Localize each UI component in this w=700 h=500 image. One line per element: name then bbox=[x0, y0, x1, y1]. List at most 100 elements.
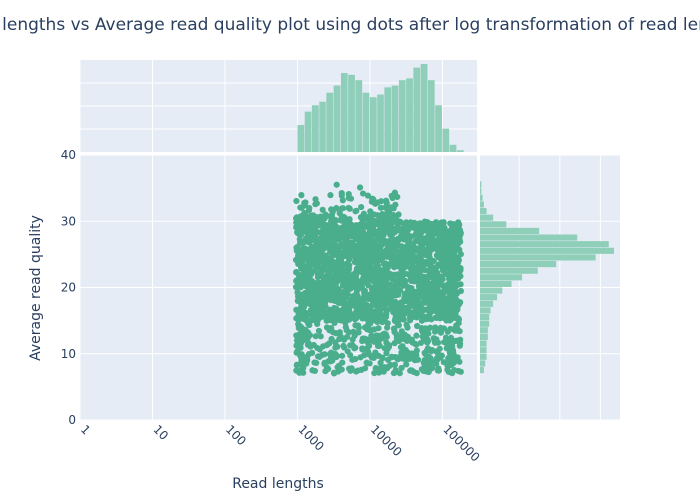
scatter-point bbox=[411, 253, 418, 260]
right-histogram-bar bbox=[480, 221, 507, 228]
right-histogram-bar bbox=[480, 241, 609, 248]
scatter-point bbox=[445, 356, 452, 363]
top-histogram-bar bbox=[391, 85, 399, 152]
scatter-point bbox=[447, 272, 454, 279]
scatter-point bbox=[418, 310, 425, 317]
scatter-point bbox=[416, 302, 424, 309]
scatter-point bbox=[299, 333, 306, 340]
top-histogram-bar bbox=[297, 125, 305, 152]
scatter-point bbox=[414, 356, 422, 363]
y-tick-label: 30 bbox=[61, 214, 76, 228]
scatter-point bbox=[417, 339, 425, 347]
scatter-point bbox=[424, 345, 431, 352]
scatter-point bbox=[301, 270, 308, 277]
scatter-point bbox=[342, 324, 349, 331]
scatter-point bbox=[380, 280, 387, 288]
top-histogram-bar bbox=[362, 92, 370, 152]
scatter-point bbox=[333, 353, 341, 360]
scatter-point bbox=[352, 208, 359, 215]
right-histogram-bar bbox=[480, 300, 494, 307]
scatter-point bbox=[433, 230, 440, 237]
scatter-points bbox=[292, 181, 465, 377]
x-tick-label: 1000 bbox=[295, 422, 326, 453]
scatter-point bbox=[306, 204, 313, 212]
scatter-point bbox=[305, 260, 312, 267]
scatter-point bbox=[328, 297, 335, 304]
scatter-point bbox=[374, 283, 381, 290]
scatter-point bbox=[333, 181, 340, 188]
scatter-point bbox=[299, 228, 307, 236]
scatter-point bbox=[318, 245, 325, 253]
scatter-point bbox=[424, 282, 431, 289]
scatter-point bbox=[302, 212, 309, 220]
scatter-point bbox=[409, 275, 416, 282]
scatter-point bbox=[331, 316, 339, 324]
scatter-point bbox=[422, 252, 429, 259]
scatter-point bbox=[407, 219, 414, 226]
scatter-point bbox=[406, 304, 413, 311]
scatter-point bbox=[370, 231, 377, 238]
right-histogram-bar bbox=[480, 287, 503, 294]
scatter-point bbox=[435, 365, 442, 372]
scatter-point bbox=[332, 261, 340, 268]
y-tick-label: 10 bbox=[61, 347, 76, 361]
scatter-point bbox=[372, 221, 379, 228]
scatter-point bbox=[448, 253, 455, 260]
scatter-point bbox=[454, 298, 461, 305]
scatter-point bbox=[304, 231, 312, 238]
scatter-point bbox=[431, 221, 438, 228]
scatter-point bbox=[362, 215, 369, 222]
scatter-point bbox=[295, 316, 302, 324]
scatter-point bbox=[408, 350, 415, 357]
scatter-point bbox=[348, 284, 355, 291]
scatter-point bbox=[379, 303, 386, 311]
scatter-point bbox=[451, 366, 458, 374]
scatter-point bbox=[449, 314, 456, 321]
scatter-point bbox=[377, 359, 384, 366]
top-histogram-bar bbox=[449, 144, 457, 152]
scatter-point bbox=[385, 343, 393, 351]
top-histogram-bar bbox=[398, 80, 406, 152]
scatter-point bbox=[293, 197, 300, 205]
scatter-point bbox=[296, 369, 303, 376]
scatter-point bbox=[337, 217, 344, 224]
scatter-point bbox=[329, 357, 336, 364]
scatter-point bbox=[370, 299, 377, 306]
right-histogram-bar bbox=[480, 360, 486, 367]
scatter-point bbox=[387, 361, 394, 369]
scatter-point bbox=[294, 244, 301, 251]
scatter-point bbox=[306, 321, 313, 329]
scatter-point bbox=[325, 241, 333, 249]
scatter-point bbox=[329, 232, 336, 239]
top-histogram-bar bbox=[413, 67, 421, 152]
scatter-point bbox=[315, 259, 322, 266]
scatter-point bbox=[305, 351, 312, 358]
top-histogram-bar bbox=[340, 72, 348, 152]
top-histogram-bar bbox=[304, 111, 312, 152]
scatter-point bbox=[295, 282, 302, 289]
scatter-point bbox=[346, 365, 353, 372]
scatter-point bbox=[393, 335, 401, 342]
scatter-point bbox=[406, 249, 413, 256]
scatter-point bbox=[338, 205, 345, 212]
scatter-point bbox=[319, 206, 326, 213]
scatter-point bbox=[387, 295, 394, 302]
right-histogram-bar bbox=[480, 208, 487, 215]
scatter-point bbox=[393, 354, 400, 361]
scatter-point bbox=[444, 231, 452, 238]
scatter-point bbox=[360, 252, 367, 259]
scatter-point bbox=[408, 285, 415, 292]
scatter-point bbox=[446, 346, 453, 353]
scatter-point bbox=[355, 311, 363, 318]
scatter-point bbox=[412, 288, 419, 296]
scatter-point bbox=[397, 250, 404, 257]
scatter-point bbox=[429, 290, 436, 298]
scatter-point bbox=[302, 199, 309, 206]
scatter-point bbox=[354, 293, 361, 300]
right-histogram-bar bbox=[480, 227, 540, 234]
scatter-point bbox=[433, 348, 440, 355]
scatter-point bbox=[413, 370, 420, 377]
scatter-point bbox=[371, 326, 378, 333]
scatter-point bbox=[390, 212, 397, 219]
scatter-point bbox=[346, 228, 354, 235]
